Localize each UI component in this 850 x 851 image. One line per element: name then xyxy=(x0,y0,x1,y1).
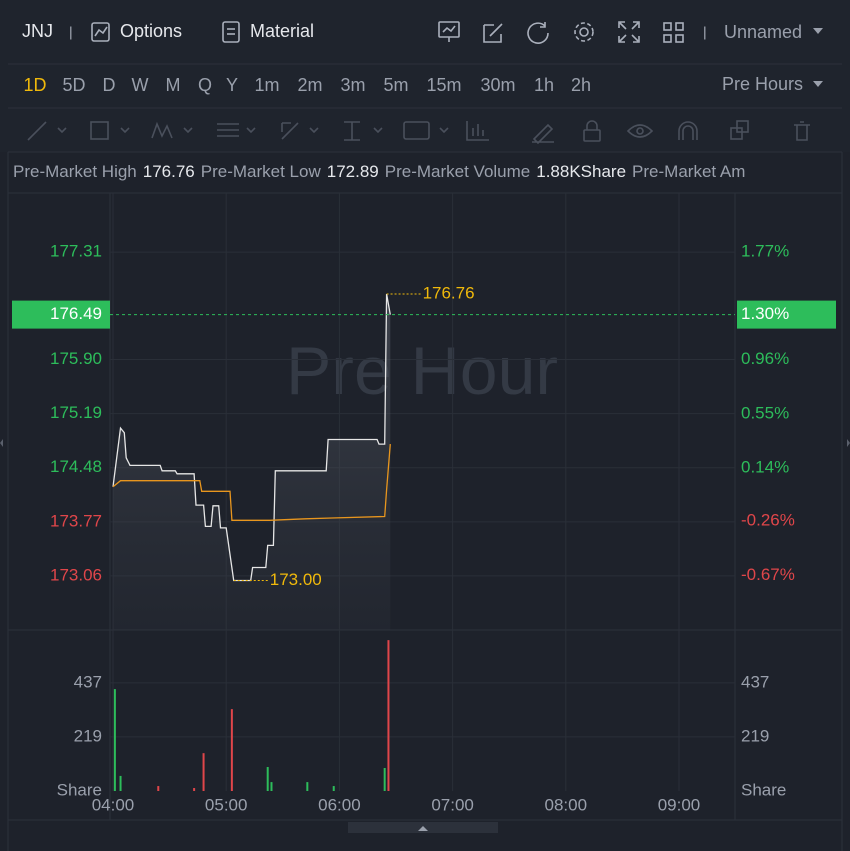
last-price-tag xyxy=(12,300,110,329)
y2-tick-label: 0.55% xyxy=(741,403,789,422)
price-line xyxy=(112,444,391,521)
volume-bar xyxy=(332,786,335,791)
timeframe-button[interactable]: 5D xyxy=(62,75,85,95)
y2-tick-label: 219 xyxy=(741,726,769,745)
timeframe-button[interactable]: Y xyxy=(226,75,238,95)
y-tick-label: 173.06 xyxy=(50,565,102,584)
y-tick-label: 177.31 xyxy=(50,242,102,261)
x-tick-label: 06:00 xyxy=(318,795,361,814)
dropdown-arrow[interactable] xyxy=(813,81,823,87)
volume-bar xyxy=(157,786,160,791)
volume-bar xyxy=(193,788,196,791)
annotation-label: 173.00 xyxy=(270,570,322,589)
volume-bar xyxy=(230,709,233,791)
separator: | xyxy=(703,24,707,40)
volume-bar xyxy=(387,640,390,791)
separator: | xyxy=(69,24,73,40)
last-change-label: 1.30% xyxy=(741,304,789,323)
dynamic-layer: 1D 5D D W M Q Y 1m 2m 3m 5m 15m 30m 1h 2h Pre-Market Hi… xyxy=(12,75,836,814)
dropdown-arrow[interactable] xyxy=(813,28,823,34)
side-arrow[interactable] xyxy=(847,439,850,447)
header-icons xyxy=(438,21,684,44)
y2-tick-label: -0.26% xyxy=(741,511,795,530)
last-price-label: 176.49 xyxy=(50,304,102,323)
y-tick-label: 175.90 xyxy=(50,349,102,368)
volume-bar xyxy=(113,689,116,791)
timeframe-button[interactable]: 2m xyxy=(297,75,322,95)
timeframe-button[interactable]: 3m xyxy=(340,75,365,95)
options-button[interactable]: Options xyxy=(120,21,182,41)
stat-value: 1.88KShare xyxy=(536,162,626,181)
stat-label: Pre-Market Volume xyxy=(385,162,531,181)
timeframe-button[interactable]: 15m xyxy=(426,75,461,95)
stat-label: Pre-Market Am xyxy=(632,162,745,181)
y-tick-label: Share xyxy=(57,780,102,799)
price-line xyxy=(112,293,391,582)
drawing-tools xyxy=(27,120,810,145)
y2-tick-label: 437 xyxy=(741,672,769,691)
side-arrow[interactable] xyxy=(0,439,3,447)
y2-tick-label: 0.14% xyxy=(741,458,789,477)
y-tick-label: 173.77 xyxy=(50,511,102,530)
volume-bar xyxy=(306,782,309,791)
x-tick-label: 05:00 xyxy=(205,795,248,814)
timeframe-button[interactable]: D xyxy=(103,75,116,95)
stat-label: Pre-Market Low xyxy=(201,162,322,181)
layout-name[interactable]: Unnamed xyxy=(724,22,802,42)
material-button[interactable]: Material xyxy=(250,21,314,41)
volume-bar xyxy=(270,782,273,791)
annotation-label: 176.76 xyxy=(423,284,475,303)
toolbar-bg xyxy=(0,0,850,152)
timeframe-button[interactable]: W xyxy=(132,75,149,95)
x-tick-label: 07:00 xyxy=(431,795,474,814)
last-change-tag xyxy=(737,300,836,329)
session-select[interactable]: Pre Hours xyxy=(722,74,803,94)
x-tick-label: 08:00 xyxy=(545,795,588,814)
volume-bar xyxy=(119,775,122,791)
volume-bar xyxy=(266,767,269,791)
stats-row: Pre-Market High 176.76 Pre-Market Low 172.8… xyxy=(13,162,745,181)
x-tick-label: 04:00 xyxy=(92,795,135,814)
options-icon xyxy=(91,22,110,42)
scroll-arrow[interactable] xyxy=(418,826,428,831)
y-tick-label: 219 xyxy=(74,726,102,745)
stat-value: 176.76 xyxy=(143,162,195,181)
price-area xyxy=(113,294,391,630)
x-tick-label: 09:00 xyxy=(658,795,701,814)
timeframe-button[interactable]: 5m xyxy=(383,75,408,95)
stat-value: 172.89 xyxy=(327,162,379,181)
watermark: Pre Hour xyxy=(286,333,558,409)
volume-bar xyxy=(202,753,205,791)
timeframe-button[interactable]: Q xyxy=(198,75,212,95)
y-tick-label: 437 xyxy=(74,672,102,691)
material-icon xyxy=(222,21,240,43)
y-tick-label: 175.19 xyxy=(50,403,102,422)
volume-bar xyxy=(383,768,386,791)
y2-tick-label: Share xyxy=(741,780,786,799)
y2-tick-label: 1.77% xyxy=(741,242,789,261)
timeframe-button[interactable]: 1m xyxy=(254,75,279,95)
timeframe-button[interactable]: 1h xyxy=(534,75,554,95)
timeframe-button[interactable]: M xyxy=(166,75,181,95)
y2-tick-label: 0.96% xyxy=(741,349,789,368)
timeframe-button[interactable]: 30m xyxy=(480,75,515,95)
timeframe-button[interactable]: 1D xyxy=(23,75,46,95)
timeframe-button[interactable]: 2h xyxy=(571,75,591,95)
y2-tick-label: -0.67% xyxy=(741,565,795,584)
y-tick-label: 174.48 xyxy=(50,457,102,476)
stat-label: Pre-Market High xyxy=(13,162,137,181)
symbol[interactable]: JNJ xyxy=(22,21,53,41)
